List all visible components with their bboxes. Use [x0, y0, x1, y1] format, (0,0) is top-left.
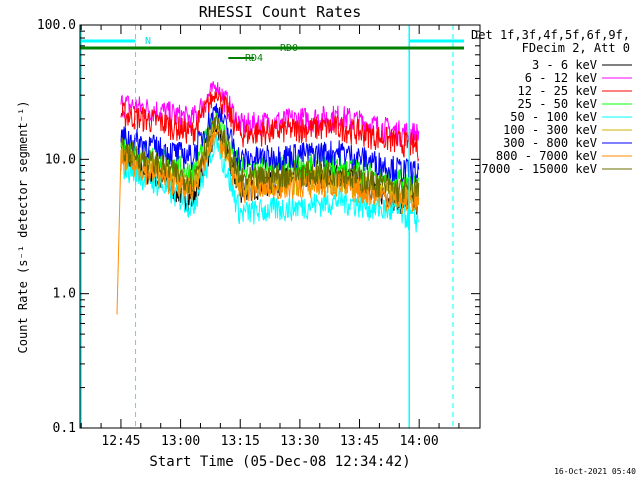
series-line-4: [120, 133, 420, 233]
rd0-label: RD0: [280, 43, 298, 54]
x-tick-label: 13:00: [161, 434, 200, 449]
x-tick-label: 13:15: [221, 434, 260, 449]
x-tick-label: 12:45: [101, 434, 140, 449]
y-tick-label: 10.0: [45, 152, 76, 167]
timestamp: 16-Oct-2021 05:40: [554, 467, 636, 476]
series-line-6: [120, 103, 420, 186]
series-line-2: [120, 91, 420, 163]
plot-frame: [79, 24, 481, 429]
legend-label: 50 - 100 keV: [510, 110, 597, 124]
legend-label: 300 - 800 keV: [503, 136, 597, 150]
n-label: N: [145, 36, 151, 47]
y-axis-ticks: 0.1 1.0 10.0 100.0: [37, 18, 480, 436]
x-tick-label: 14:00: [400, 434, 439, 449]
y-tick-label: 0.1: [53, 421, 76, 436]
y-tick-label: 100.0: [37, 18, 76, 33]
x-tick-label: 13:30: [280, 434, 319, 449]
overlay-layer: [80, 25, 464, 428]
legend-label: 6 - 12 keV: [525, 71, 597, 85]
legend-label: 3 - 6 keV: [532, 58, 597, 72]
x-tick-label: 13:45: [340, 434, 379, 449]
legend-label: 25 - 50 keV: [518, 97, 597, 111]
legend-label: 12 - 25 keV: [518, 84, 597, 98]
legend-label: 7000 - 15000 keV: [481, 162, 597, 176]
chart-title: RHESSI Count Rates: [199, 3, 362, 21]
legend: Det 1f,3f,4f,5f,6f,9f, FDecim 2, Att 0 3…: [471, 28, 632, 176]
x-axis-ticks: 12:45 13:00 13:15 13:30 13:45 14:00: [80, 25, 460, 449]
rd4-label: RD4: [245, 53, 263, 64]
series-layer: [116, 81, 420, 315]
legend-label: 800 - 7000 keV: [496, 149, 597, 163]
legend-label: 100 - 300 keV: [503, 123, 597, 137]
x-axis-label: Start Time (05-Dec-08 12:34:42): [149, 454, 410, 470]
legend-header-line-2: FDecim 2, Att 0: [522, 41, 630, 55]
y-tick-label: 1.0: [53, 287, 76, 302]
legend-header-line-1: Det 1f,3f,4f,5f,6f,9f,: [471, 28, 630, 42]
y-axis-label: Count Rate (s⁻¹ detector segment⁻¹): [16, 101, 30, 354]
series-line-8: [120, 114, 420, 203]
